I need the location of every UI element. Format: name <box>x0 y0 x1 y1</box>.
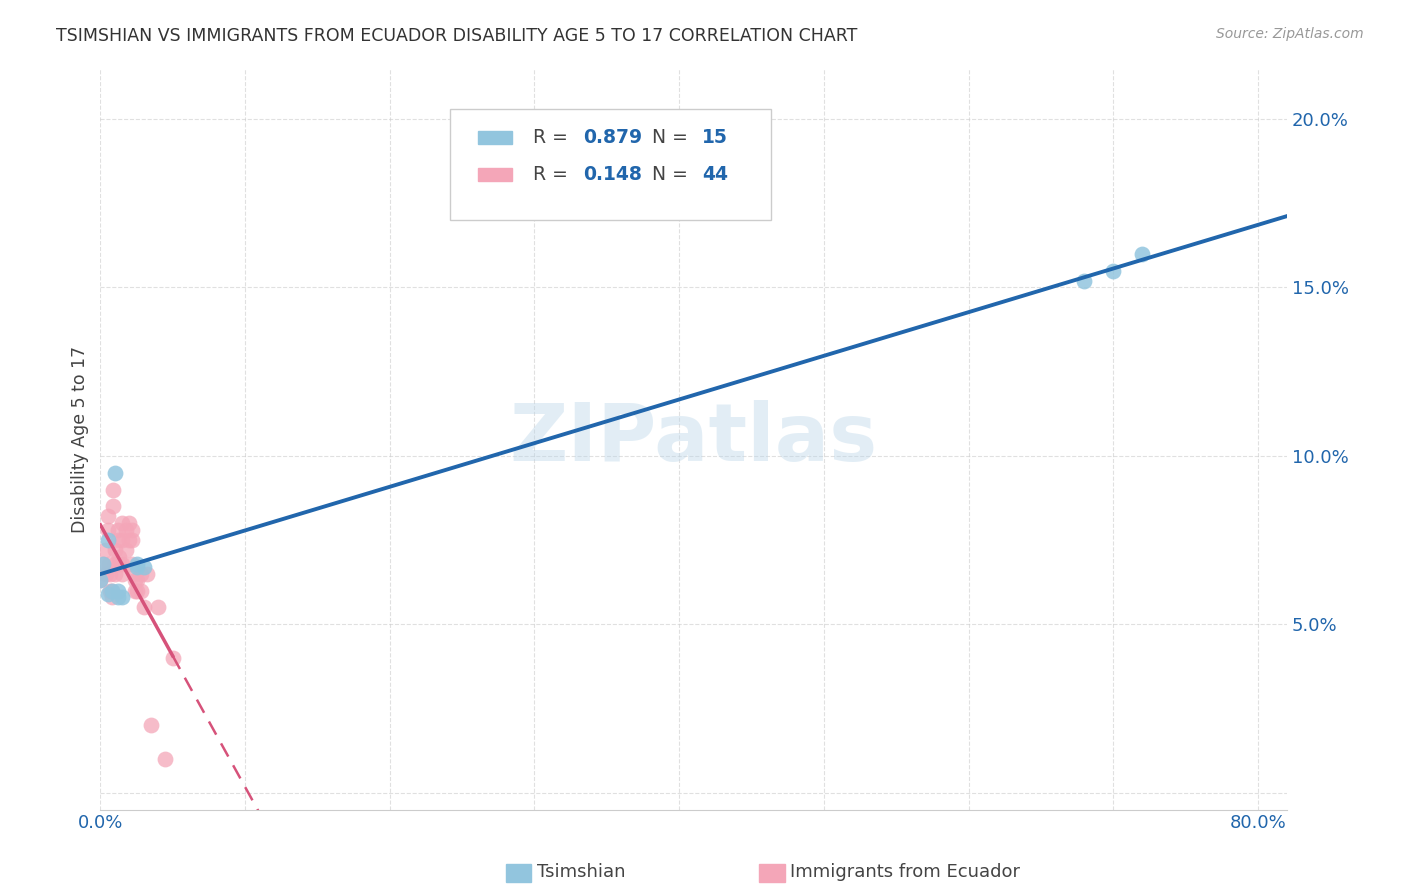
Point <box>111 591 134 605</box>
Point <box>101 583 124 598</box>
Point <box>121 557 143 571</box>
Point <box>97 533 120 547</box>
Text: 0.879: 0.879 <box>583 128 643 147</box>
Text: ZIPatlas: ZIPatlas <box>509 400 877 478</box>
Point <box>93 543 115 558</box>
Point <box>97 523 120 537</box>
Point <box>107 523 129 537</box>
Point <box>125 560 148 574</box>
Point <box>129 566 152 581</box>
Point <box>121 533 143 547</box>
Point <box>1102 263 1125 277</box>
Y-axis label: Disability Age 5 to 17: Disability Age 5 to 17 <box>72 345 89 533</box>
Text: N =: N = <box>652 128 693 147</box>
Point <box>107 591 129 605</box>
Text: R =: R = <box>533 165 574 184</box>
Point <box>111 557 134 571</box>
Point <box>91 557 114 571</box>
Text: 44: 44 <box>702 165 728 184</box>
Point <box>101 591 124 605</box>
Text: Immigrants from Ecuador: Immigrants from Ecuador <box>790 863 1021 881</box>
Point <box>162 651 184 665</box>
Text: R =: R = <box>533 128 574 147</box>
Point <box>103 483 125 497</box>
Point <box>89 574 111 588</box>
Point <box>108 549 131 564</box>
Text: TSIMSHIAN VS IMMIGRANTS FROM ECUADOR DISABILITY AGE 5 TO 17 CORRELATION CHART: TSIMSHIAN VS IMMIGRANTS FROM ECUADOR DIS… <box>56 27 858 45</box>
Point <box>97 587 120 601</box>
FancyBboxPatch shape <box>450 110 770 220</box>
Point <box>124 574 146 588</box>
Point <box>121 523 143 537</box>
Point <box>132 560 155 574</box>
Point <box>118 533 141 547</box>
Point <box>115 523 138 537</box>
Point <box>139 718 162 732</box>
Point <box>125 574 148 588</box>
Point <box>111 533 134 547</box>
Point <box>111 516 134 531</box>
Point <box>104 466 127 480</box>
Bar <box>478 168 512 181</box>
Point <box>98 557 121 571</box>
Text: Tsimshian: Tsimshian <box>537 863 626 881</box>
Point <box>101 583 124 598</box>
Point <box>118 516 141 531</box>
Point <box>132 600 155 615</box>
Point <box>125 583 148 598</box>
Point <box>129 583 152 598</box>
Point <box>103 500 125 514</box>
Point <box>94 566 117 581</box>
Point <box>135 566 157 581</box>
Point <box>104 557 127 571</box>
Point <box>100 566 122 581</box>
Point <box>91 557 114 571</box>
Point <box>89 574 111 588</box>
Point <box>107 533 129 547</box>
Point <box>125 557 148 571</box>
Point <box>111 566 134 581</box>
Point <box>107 583 129 598</box>
Point <box>108 557 131 571</box>
Point <box>100 583 122 598</box>
Point <box>1130 247 1153 261</box>
Point <box>97 509 120 524</box>
Point <box>124 583 146 598</box>
Point <box>122 566 145 581</box>
Point <box>104 543 127 558</box>
Point <box>148 600 170 615</box>
Point <box>115 543 138 558</box>
Bar <box>478 131 512 145</box>
Text: Source: ZipAtlas.com: Source: ZipAtlas.com <box>1216 27 1364 41</box>
Point <box>155 752 177 766</box>
Text: 15: 15 <box>702 128 727 147</box>
Point <box>1073 274 1095 288</box>
Text: 0.148: 0.148 <box>583 165 643 184</box>
Text: N =: N = <box>652 165 693 184</box>
Point <box>104 566 127 581</box>
